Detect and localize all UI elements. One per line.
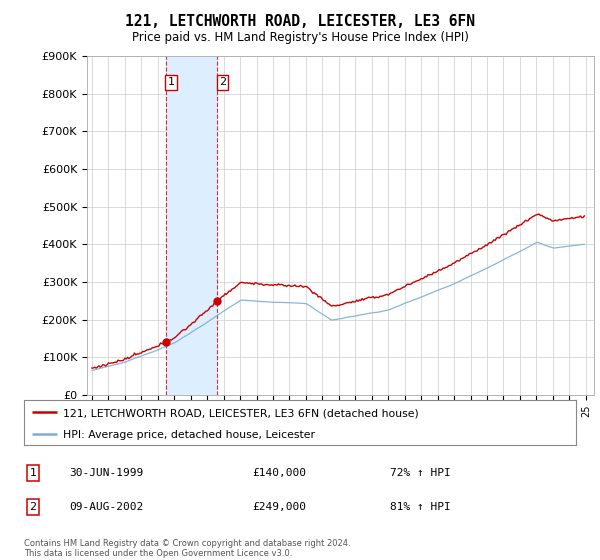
Bar xyxy=(166,56,217,395)
Text: Price paid vs. HM Land Registry's House Price Index (HPI): Price paid vs. HM Land Registry's House … xyxy=(131,31,469,44)
Text: 81% ↑ HPI: 81% ↑ HPI xyxy=(390,502,451,512)
Text: 1: 1 xyxy=(167,77,175,87)
Text: 2: 2 xyxy=(29,502,37,512)
Text: 2: 2 xyxy=(219,77,226,87)
Text: 121, LETCHWORTH ROAD, LEICESTER, LE3 6FN: 121, LETCHWORTH ROAD, LEICESTER, LE3 6FN xyxy=(125,14,475,29)
Text: 1: 1 xyxy=(29,468,37,478)
Text: 72% ↑ HPI: 72% ↑ HPI xyxy=(390,468,451,478)
Text: 121, LETCHWORTH ROAD, LEICESTER, LE3 6FN (detached house): 121, LETCHWORTH ROAD, LEICESTER, LE3 6FN… xyxy=(62,409,418,419)
Text: Contains HM Land Registry data © Crown copyright and database right 2024.
This d: Contains HM Land Registry data © Crown c… xyxy=(24,539,350,558)
Text: HPI: Average price, detached house, Leicester: HPI: Average price, detached house, Leic… xyxy=(62,430,314,440)
Text: 09-AUG-2002: 09-AUG-2002 xyxy=(69,502,143,512)
Text: 30-JUN-1999: 30-JUN-1999 xyxy=(69,468,143,478)
Text: £140,000: £140,000 xyxy=(252,468,306,478)
Text: £249,000: £249,000 xyxy=(252,502,306,512)
